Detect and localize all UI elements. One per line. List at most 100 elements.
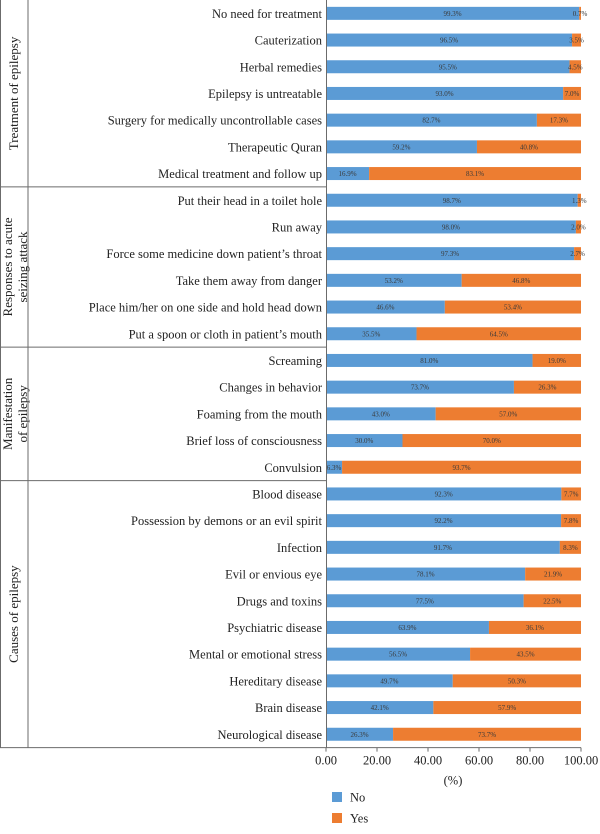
category-label: Changes in behavior <box>219 381 323 395</box>
data-label-no: 35.5% <box>362 330 380 338</box>
bar-yes <box>393 727 581 741</box>
bar-no <box>326 434 403 448</box>
bar-no <box>326 620 489 634</box>
bar-yes <box>452 674 581 688</box>
category-label: Therapeutic Quran <box>228 140 323 154</box>
bar-no <box>326 86 564 100</box>
bar-no <box>326 273 462 287</box>
data-label-no: 59.2% <box>392 143 410 151</box>
legend-swatch-yes <box>332 813 342 823</box>
data-label-yes: 7.8% <box>564 517 579 525</box>
data-label-yes: 64.5% <box>490 330 508 338</box>
data-label-yes: 73.7% <box>478 731 496 739</box>
bar-yes <box>369 167 581 181</box>
data-label-yes: 57.9% <box>498 704 516 712</box>
data-label-yes: 21.9% <box>544 571 562 579</box>
data-label-yes: 93.7% <box>452 464 470 472</box>
bar-yes <box>572 33 581 47</box>
bar-no <box>326 247 575 261</box>
legend-label-no: No <box>350 791 365 805</box>
data-label-yes: 26.3% <box>538 384 556 392</box>
data-label-yes: 0.7% <box>573 10 588 18</box>
data-label-no: 81.0% <box>420 357 438 365</box>
data-label-yes: 70.0% <box>483 437 501 445</box>
x-tick-label: 20.00 <box>363 754 391 768</box>
bar-no <box>326 380 514 394</box>
category-label: Convulsion <box>264 461 322 475</box>
data-label-no: 56.5% <box>389 651 407 659</box>
bar-yes <box>416 327 581 341</box>
data-label-no: 91.7% <box>434 544 452 552</box>
data-label-no: 42.1% <box>371 704 389 712</box>
data-label-no: 77.5% <box>416 597 434 605</box>
data-label-no: 99.3% <box>444 10 462 18</box>
category-label: Brief loss of consciousness <box>186 434 322 448</box>
data-label-no: 26.3% <box>350 731 368 739</box>
data-label-yes: 83.1% <box>466 170 484 178</box>
group-label-line: Manifestation <box>0 377 15 450</box>
category-label: Screaming <box>269 354 323 368</box>
bar-yes <box>579 6 581 20</box>
data-label-yes: 2.7% <box>570 250 585 258</box>
data-label-yes: 8.3% <box>563 544 578 552</box>
bar-no <box>326 567 526 581</box>
category-label: Epilepsy is untreatable <box>208 87 322 101</box>
data-label-yes: 19.0% <box>548 357 566 365</box>
group-label-line: Responses to acute <box>0 217 15 316</box>
category-label: Blood disease <box>252 487 322 501</box>
category-label: Put their head in a toilet hole <box>178 194 323 208</box>
category-label: Force some medicine down patient’s throa… <box>106 247 322 261</box>
data-label-no: 30.0% <box>355 437 373 445</box>
bar-no <box>326 540 560 554</box>
category-label: Mental or emotional stress <box>189 648 322 662</box>
category-label: Psychiatric disease <box>227 621 322 635</box>
x-tick-label: 40.00 <box>414 754 442 768</box>
data-label-no: 73.7% <box>411 384 429 392</box>
x-axis-label: (%) <box>444 774 463 788</box>
data-label-no: 96.5% <box>440 37 458 45</box>
data-label-yes: 7.7% <box>564 490 579 498</box>
bar-yes <box>342 460 581 474</box>
bar-no <box>326 300 445 314</box>
bar-yes <box>577 193 581 207</box>
category-label: Infection <box>277 541 323 555</box>
data-label-no: 95.5% <box>439 63 457 71</box>
bar-yes <box>561 514 581 528</box>
bar-no <box>326 514 562 528</box>
data-label-no: 6.3% <box>327 464 342 472</box>
category-label: Medical treatment and follow up <box>158 167 322 181</box>
data-label-yes: 22.5% <box>543 597 561 605</box>
group-label-line: of epilepsy <box>15 385 30 443</box>
bar-no <box>326 33 573 47</box>
data-label-no: 16.9% <box>339 170 357 178</box>
data-label-yes: 53.4% <box>504 304 522 312</box>
legend-swatch-no <box>332 792 342 802</box>
group-label-line: seizing attack <box>15 231 30 303</box>
data-label-yes: 2.0% <box>571 223 586 231</box>
data-label-yes: 17.3% <box>550 117 568 125</box>
category-label: Evil or envious eye <box>225 568 322 582</box>
data-label-yes: 57.0% <box>499 410 517 418</box>
bar-yes <box>559 540 581 554</box>
bar-no <box>326 674 453 688</box>
bar-no <box>326 60 570 74</box>
bar-no <box>326 220 576 234</box>
data-label-no: 63.9% <box>398 624 416 632</box>
data-label-no: 82.7% <box>422 117 440 125</box>
data-label-no: 97.3% <box>441 250 459 258</box>
bar-no <box>326 140 477 154</box>
category-label: Run away <box>272 220 323 234</box>
category-label: Neurological disease <box>218 728 323 742</box>
bar-yes <box>444 300 581 314</box>
bar-yes <box>561 487 581 501</box>
data-label-yes: 43.5% <box>516 651 534 659</box>
category-label: Put a spoon or cloth in patient’s mouth <box>129 327 323 341</box>
category-label: Place him/her on one side and hold head … <box>89 301 323 315</box>
data-label-yes: 50.3% <box>508 677 526 685</box>
data-label-yes: 7.0% <box>565 90 580 98</box>
category-label: No need for treatment <box>212 7 323 21</box>
bar-no <box>326 353 533 367</box>
data-label-no: 49.7% <box>380 677 398 685</box>
bar-no <box>326 113 537 127</box>
